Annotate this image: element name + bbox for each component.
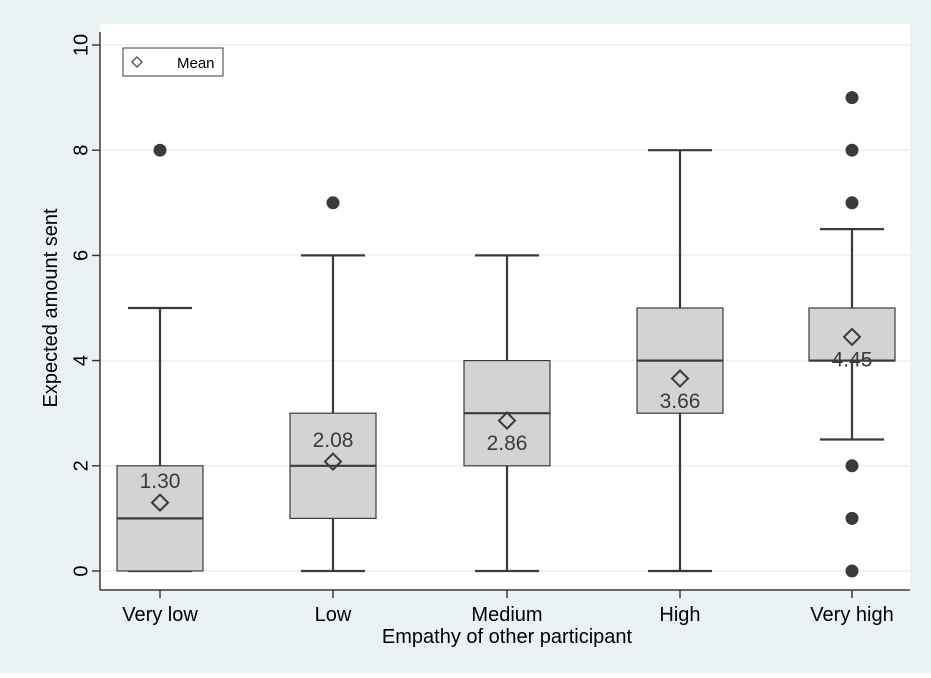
- outlier-point: [845, 143, 859, 157]
- outlier-point: [326, 196, 340, 210]
- box-group: 4.45: [808, 91, 896, 578]
- x-tick-label: High: [659, 604, 700, 626]
- outlier-point: [845, 511, 859, 525]
- outlier-point: [153, 143, 167, 157]
- mean-marker: [323, 452, 343, 472]
- x-tick-label: Very high: [810, 604, 893, 626]
- y-axis: 0 2 4 6 8 10: [70, 32, 101, 590]
- x-tick-label: Medium: [471, 604, 542, 626]
- mean-marker: [842, 327, 862, 347]
- legend: Mean: [122, 47, 224, 77]
- y-tick-label: 2: [70, 460, 92, 471]
- y-tick-label: 4: [70, 355, 92, 366]
- legend-mean-marker: [131, 56, 143, 68]
- y-tick-label: 6: [70, 250, 92, 261]
- box-group: 3.66: [636, 149, 724, 573]
- mean-label: 3.66: [660, 390, 701, 413]
- mean-marker: [497, 411, 517, 430]
- y-axis-title: Expected amount sent: [40, 208, 62, 407]
- box-group: 2.08: [289, 196, 377, 573]
- plot-area: [100, 24, 910, 590]
- box-group: 2.86: [463, 254, 551, 573]
- outlier-point: [845, 91, 859, 105]
- outlier-point: [845, 459, 859, 473]
- x-axis-title: Empathy of other participant: [382, 626, 633, 648]
- mean-marker: [670, 369, 690, 388]
- mean-label: 2.86: [487, 432, 528, 455]
- x-axis: Very low Low Medium High Very high: [100, 589, 910, 626]
- outlier-point: [845, 564, 859, 578]
- y-tick-label: 0: [70, 565, 92, 576]
- mean-label: 1.30: [140, 470, 181, 493]
- y-tick-label: 10: [70, 34, 92, 56]
- outlier-point: [845, 196, 859, 210]
- mean-label: 4.45: [832, 348, 873, 371]
- y-tick-label: 8: [70, 145, 92, 156]
- boxes: 1.30 2.08 2.86 3.66 4.45: [116, 91, 896, 578]
- x-tick-label: Very low: [122, 604, 198, 626]
- legend-box: [122, 47, 224, 77]
- legend-label-mean: Mean: [177, 55, 215, 72]
- x-tick-label: Low: [315, 604, 352, 626]
- box-group: 1.30: [116, 143, 204, 573]
- box: [808, 307, 896, 362]
- mean-marker: [150, 493, 170, 513]
- mean-label: 2.08: [313, 429, 354, 452]
